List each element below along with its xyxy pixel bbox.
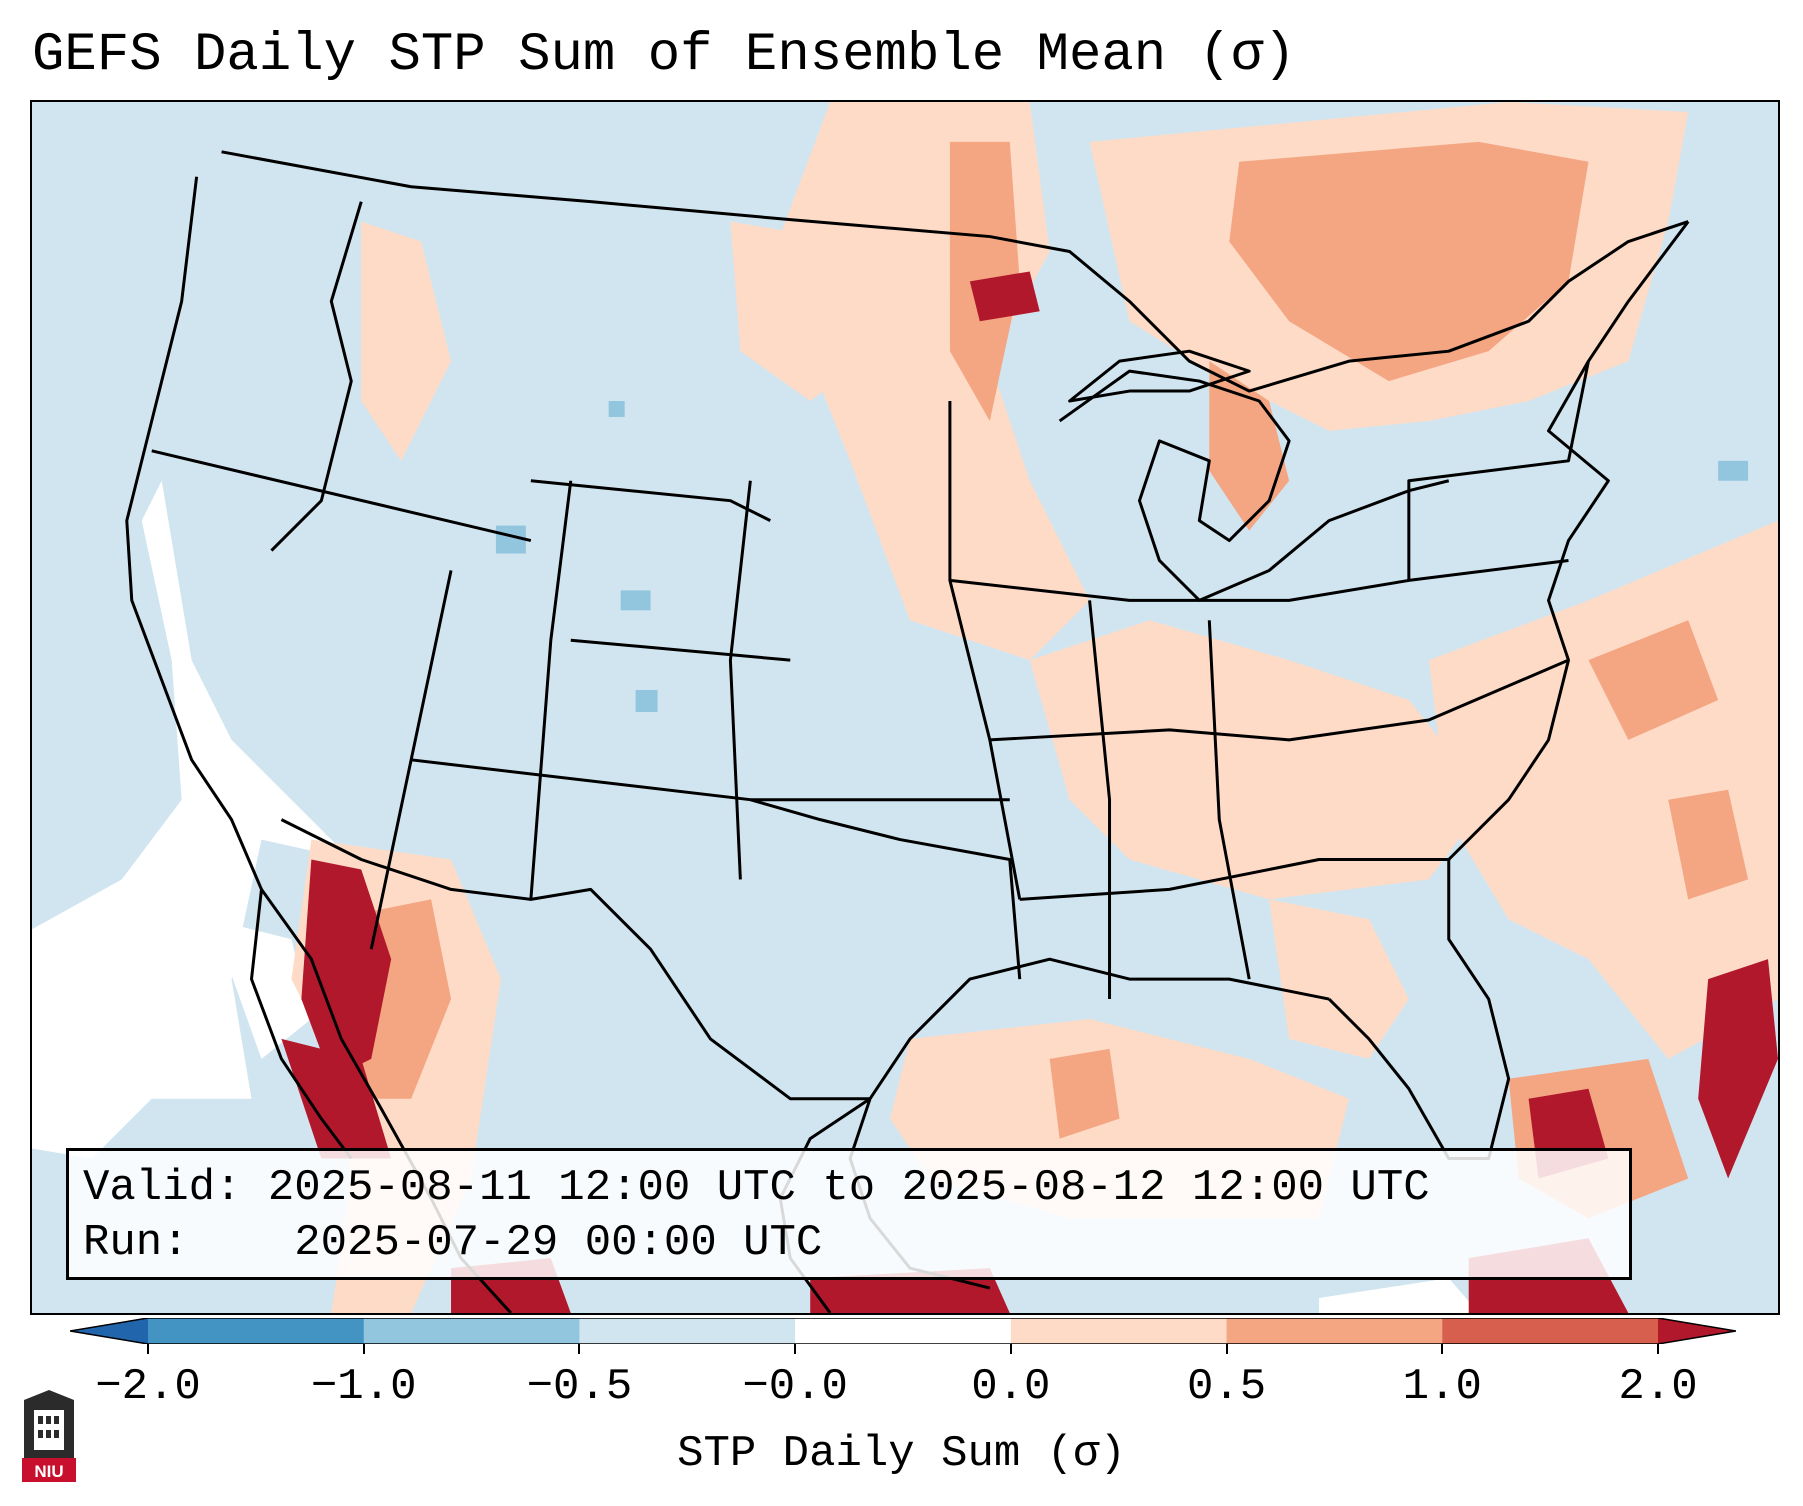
run-value: 2025-07-29 00:00 UTC (294, 1218, 823, 1268)
lake-superior (1068, 349, 1251, 403)
colorbar-label: STP Daily Sum (σ) (677, 1429, 1126, 1479)
maine-negative-cell (1718, 460, 1749, 481)
state-line-vertical-6 (1088, 600, 1112, 1000)
colorbar-tick-mark (794, 1344, 797, 1354)
white-field-layer (32, 480, 1479, 1313)
state-line-vertical-2 (529, 480, 573, 900)
state-line-vertical-5 (1207, 620, 1251, 980)
colorbar-tick-label: −2.0 (95, 1362, 201, 1412)
state-line-west-2 (530, 479, 771, 522)
colorbar-tick-label: 0.0 (971, 1362, 1051, 1412)
north-dakota-high-patch (969, 271, 1040, 322)
boundary-layer (125, 150, 1690, 1313)
colorbar-tick-label: −0.0 (742, 1362, 848, 1412)
run-info-box: Valid: 2025-08-11 12:00 UTC to 2025-08-1… (66, 1148, 1632, 1280)
midwest-field (1029, 620, 1489, 900)
state-line-horizontal-2 (989, 658, 1570, 742)
west-atlantic-high-patch (1698, 959, 1778, 1179)
state-line-horizontal-1 (949, 559, 1569, 602)
state-line-vertical-4 (948, 401, 1022, 900)
colorbar-tick-mark (1225, 1344, 1228, 1354)
state-line-west-4 (410, 758, 751, 802)
colorbar-tick-mark (1657, 1344, 1659, 1354)
colorbar-tick-mark (1441, 1344, 1444, 1354)
valid-value: 2025-08-11 12:00 UTC to 2025-08-12 12:00… (267, 1163, 1430, 1213)
state-line-west-1 (151, 449, 532, 543)
colorbar-bin (148, 1318, 365, 1344)
colorbar-tick-mark (147, 1344, 149, 1354)
virginia-coast-medium-patch (1588, 620, 1719, 740)
baja-peninsula (250, 889, 353, 1160)
state-line-west-3 (570, 638, 791, 662)
colorbar-tick-label: −1.0 (310, 1362, 417, 1412)
colorbar-bin (1010, 1318, 1228, 1344)
colorado-negative-cell (620, 590, 651, 611)
colorbar-bin (363, 1318, 580, 1344)
colorbar-tick-mark (362, 1344, 365, 1354)
atlantic-medium-patch (1668, 789, 1749, 900)
colorbar-tick-mark (578, 1344, 581, 1354)
map-canvas (32, 102, 1778, 1313)
colorbar-bin (795, 1318, 1012, 1344)
run-label: Run: (83, 1218, 189, 1268)
valid-label: Valid: (83, 1163, 242, 1213)
state-line-vertical-1 (369, 570, 453, 950)
valid-line: Valid: 2025-08-11 12:00 UTC to 2025-08-1… (83, 1161, 1629, 1216)
run-line: Run: 2025-07-29 00:00 UTC (83, 1216, 1629, 1271)
colorbar-bin (1226, 1318, 1443, 1344)
state-line-northeast (1407, 360, 1590, 581)
pacific-white-patch (32, 480, 352, 1159)
michigan-medium-patch (1209, 361, 1290, 531)
gulf-california-white-patch (211, 919, 312, 1059)
colorbar-extend-low (70, 1318, 148, 1344)
colorbar (70, 1318, 1736, 1344)
caribbean-white-patch (1319, 1278, 1479, 1313)
colorbar-tick-label: 0.5 (1186, 1362, 1267, 1412)
colorbar-bin (579, 1318, 796, 1344)
state-line-montana-idaho (270, 201, 363, 552)
logo-banner (22, 1458, 76, 1482)
us-mexico-border (280, 818, 871, 1101)
map-panel (30, 100, 1780, 1315)
state-line-vertical-3 (728, 480, 752, 880)
colorbar-bin (1442, 1318, 1659, 1344)
canada-us-border (221, 150, 1689, 393)
colorbar-tick-label: 1.0 (1402, 1362, 1482, 1412)
great-lakes-outline (1058, 369, 1450, 602)
wyoming-negative-cell (608, 401, 625, 417)
colorbar-extend-high (1658, 1318, 1736, 1344)
niu-logo-icon: NIU (22, 1390, 76, 1482)
colorbar-tick-mark (1009, 1344, 1012, 1354)
dakota-field (730, 221, 891, 402)
baja-high-patch (281, 1038, 392, 1159)
south-appalachian-field (1269, 899, 1409, 1059)
chart-title: GEFS Daily STP Sum of Ensemble Mean (σ) (32, 25, 1296, 86)
colorado-negative-cell (635, 690, 658, 712)
colorbar-tick-label: 2.0 (1618, 1362, 1698, 1412)
gulf-medium-patch (1049, 1048, 1120, 1139)
logo-text: NIU (34, 1462, 63, 1481)
west-interior-field (361, 221, 452, 461)
ontario-medium-patch (1229, 141, 1589, 382)
state-line-texas (749, 798, 1022, 980)
gulf-california-high-patch (301, 859, 392, 1079)
state-line-horizontal-3 (1019, 858, 1449, 901)
colorbar-tick-label: −0.5 (526, 1362, 633, 1412)
